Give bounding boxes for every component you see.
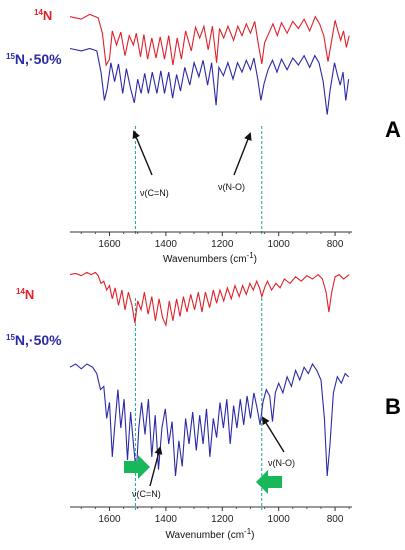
panel-a-15n-spectrum	[69, 47, 350, 115]
panel-a-tick-label-1200: 1200	[211, 239, 234, 250]
panel-a-tick-label-1000: 1000	[268, 239, 291, 250]
panel-a-tick-label-1600: 1600	[98, 239, 121, 250]
panel-b-green-arrow-left	[256, 470, 282, 494]
panel-a-no-label: ν(N-O)	[218, 182, 245, 192]
panel-b-legend-15n: 15N,·50%	[6, 332, 62, 348]
panel-b-tick-label-1200: 1200	[211, 514, 234, 525]
panel-b-15n-spectrum	[69, 362, 349, 477]
panel-a-x-axis-label: Wavenumbers (cm-1)	[163, 251, 257, 265]
panel-b-tick-label-1000: 1000	[268, 514, 291, 525]
panel-b-guide-lines	[134, 298, 263, 510]
panel-b-green-arrow-right	[124, 455, 150, 479]
panel-b-tick-label-1600: 1600	[98, 514, 121, 525]
panel-a-x-ticks: 1600 1400 1200 1000 800	[80, 232, 350, 250]
panel-b-letter: B	[385, 394, 401, 419]
panel-b-x-ticks: 1600 1400 1200 1000 800	[80, 507, 350, 525]
panel-a-legend-14n: 14N	[34, 8, 52, 23]
panel-b-no-arrow	[261, 416, 285, 453]
panel-b-tick-label-800: 800	[327, 514, 344, 525]
panel-b: 1600 1400 1200 1000 800 Wavenumber (cm-1) 14…	[6, 271, 401, 541]
panel-a-legend-15n: 15N,·50%	[6, 51, 62, 67]
panel-b-tick-label-1400: 1400	[155, 514, 178, 525]
panel-a: 1600 1400 1200 1000 800 Wavenumbers (cm-1) 1…	[6, 8, 401, 265]
panel-a-guide-lines	[134, 126, 263, 234]
panel-a-tick-label-1400: 1400	[155, 239, 178, 250]
panel-b-cn-label: ν(C=N)	[132, 489, 161, 499]
panel-a-14n-spectrum	[69, 13, 350, 67]
panel-b-cn-arrow	[149, 446, 163, 487]
panel-b-x-axis-label: Wavenumber (cm-1)	[165, 527, 254, 541]
panel-a-cn-arrow	[132, 130, 153, 176]
panel-a-no-arrow	[233, 132, 252, 176]
panel-b-no-label: ν(N-O)	[268, 458, 295, 468]
panel-a-letter: A	[385, 117, 401, 142]
panel-a-cn-label: ν(C=N)	[140, 188, 169, 198]
panel-b-legend-14n: 14N	[16, 287, 34, 302]
panel-a-tick-label-800: 800	[327, 239, 344, 250]
panel-b-14n-spectrum	[69, 271, 350, 328]
